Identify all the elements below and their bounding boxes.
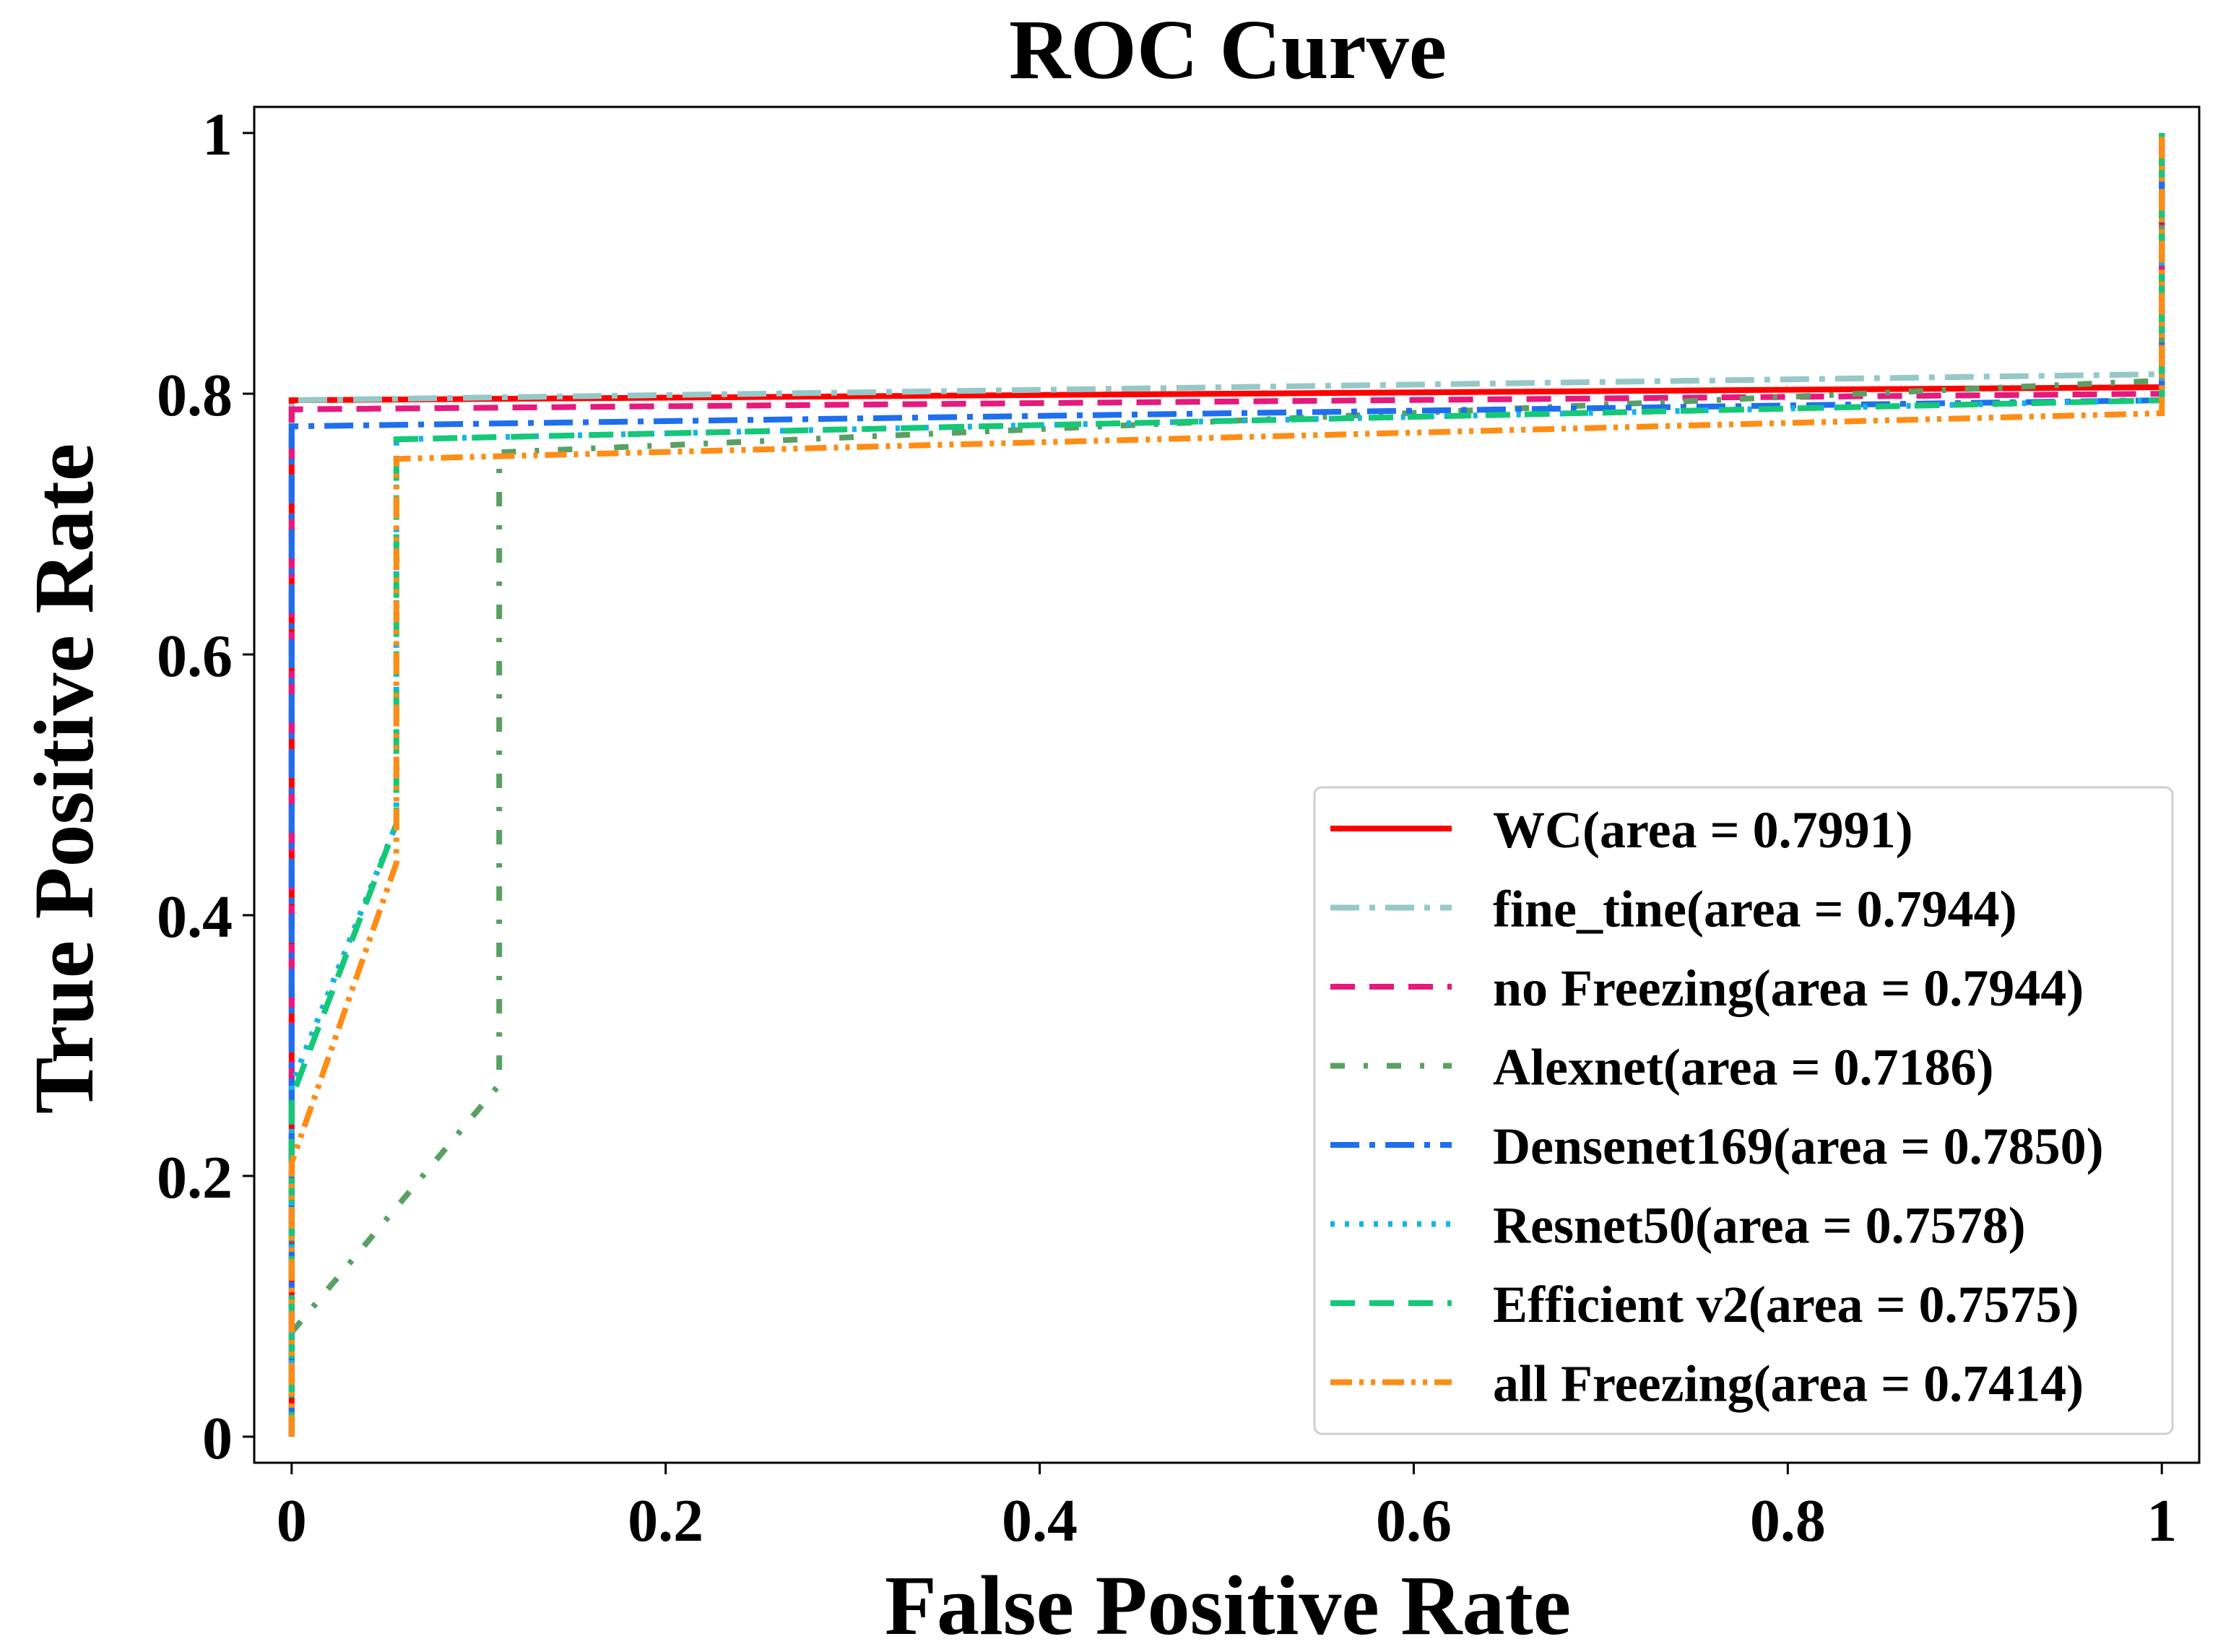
legend-label: all Freezing(area = 0.7414) xyxy=(1493,1355,2084,1413)
axis-ticks: 0 0.2 0.4 0.6 0.8 1 0 0.2 0.4 0.6 0.8 1 xyxy=(157,101,2177,1554)
x-tick-label: 0.8 xyxy=(1750,1487,1826,1554)
x-tick-label: 0.4 xyxy=(1002,1487,1078,1554)
legend-box xyxy=(1313,786,2174,1435)
x-tick-label: 1 xyxy=(2146,1487,2177,1554)
y-tick-label: 0.2 xyxy=(157,1144,233,1211)
plot-frame xyxy=(253,105,2201,1464)
legend-label: Resnet50(area = 0.7578) xyxy=(1493,1197,2026,1255)
x-axis-label: False Positive Rate xyxy=(885,1558,1571,1652)
y-tick-label: 0 xyxy=(202,1405,233,1472)
y-tick-label: 0.6 xyxy=(157,623,233,690)
y-tick-label: 0.8 xyxy=(157,362,233,429)
x-tick-label: 0.2 xyxy=(628,1487,703,1554)
y-axis-label: True Positive Rate xyxy=(17,444,111,1114)
series-line-5 xyxy=(288,133,2165,1437)
legend-label: fine_tine(area = 0.7944) xyxy=(1493,881,2017,938)
chart-title: ROC Curve xyxy=(1009,2,1447,97)
y-tick-label: 0.4 xyxy=(157,883,233,951)
legend-label: WC(area = 0.7991) xyxy=(1493,801,1913,859)
legend: WC(area = 0.7991) fine_tine(area = 0.7944… xyxy=(1313,786,2174,1435)
y-tick-label: 1 xyxy=(202,101,233,168)
series-line-8 xyxy=(288,133,2165,1437)
legend-label: Alexnet(area = 0.7186) xyxy=(1493,1039,1994,1097)
x-tick-label: 0 xyxy=(277,1487,307,1554)
legend-label: Densenet169(area = 0.7850) xyxy=(1493,1117,2104,1175)
series-layer xyxy=(288,133,2165,1437)
legend-label: no Freezing(area = 0.7944) xyxy=(1493,959,2084,1017)
legend-label: Efficient v2(area = 0.7575) xyxy=(1493,1276,2079,1333)
x-tick-label: 0.6 xyxy=(1376,1487,1452,1554)
